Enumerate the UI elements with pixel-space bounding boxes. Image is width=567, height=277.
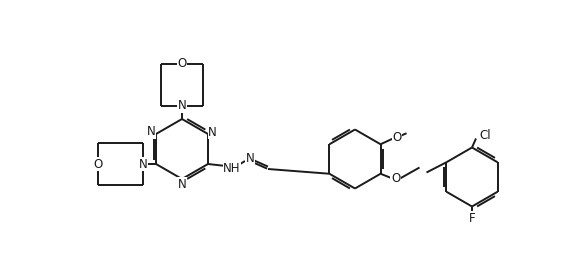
Text: N: N <box>147 125 156 138</box>
Text: O: O <box>94 158 103 171</box>
Text: NH: NH <box>223 163 241 176</box>
Text: N: N <box>139 158 147 171</box>
Text: F: F <box>469 212 475 225</box>
Text: N: N <box>208 125 217 138</box>
Text: O: O <box>177 58 187 71</box>
Text: O: O <box>392 131 401 144</box>
Text: N: N <box>177 178 187 191</box>
Text: N: N <box>246 153 255 165</box>
Text: Cl: Cl <box>479 129 490 142</box>
Text: N: N <box>177 99 187 112</box>
Text: O: O <box>391 172 400 185</box>
